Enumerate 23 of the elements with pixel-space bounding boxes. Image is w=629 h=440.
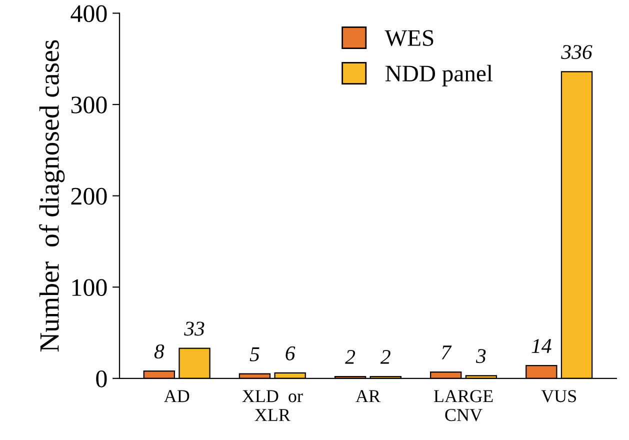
y-axis-title: Number of diagnosed cases	[39, 40, 65, 352]
y-tick-label: 300	[71, 96, 107, 114]
x-tick-label: AD	[164, 390, 190, 402]
data-label: 7	[442, 346, 452, 360]
x-tick-label: VUS	[541, 390, 576, 402]
data-label: 14	[532, 339, 552, 353]
data-label: 336	[561, 45, 592, 60]
y-tick-label: 0	[96, 370, 107, 388]
data-label: 2	[345, 350, 356, 364]
data-label: 8	[154, 344, 164, 359]
x-tick-label: LARGE CNV	[434, 390, 493, 422]
x-tick-label: AR	[356, 390, 380, 402]
legend-label: WES	[384, 30, 434, 46]
data-label: 6	[286, 346, 296, 360]
data-label: 3	[476, 349, 486, 364]
y-tick-label: 100	[72, 279, 107, 296]
data-label: 2	[380, 350, 390, 364]
data-label: 5	[250, 347, 260, 362]
legend-label: NDD panel	[385, 64, 493, 86]
data-label: 33	[184, 322, 204, 336]
y-tick-label: 400	[70, 5, 107, 22]
x-tick-label: XLD or XLR	[242, 390, 303, 421]
y-tick-label: 200	[71, 188, 107, 205]
